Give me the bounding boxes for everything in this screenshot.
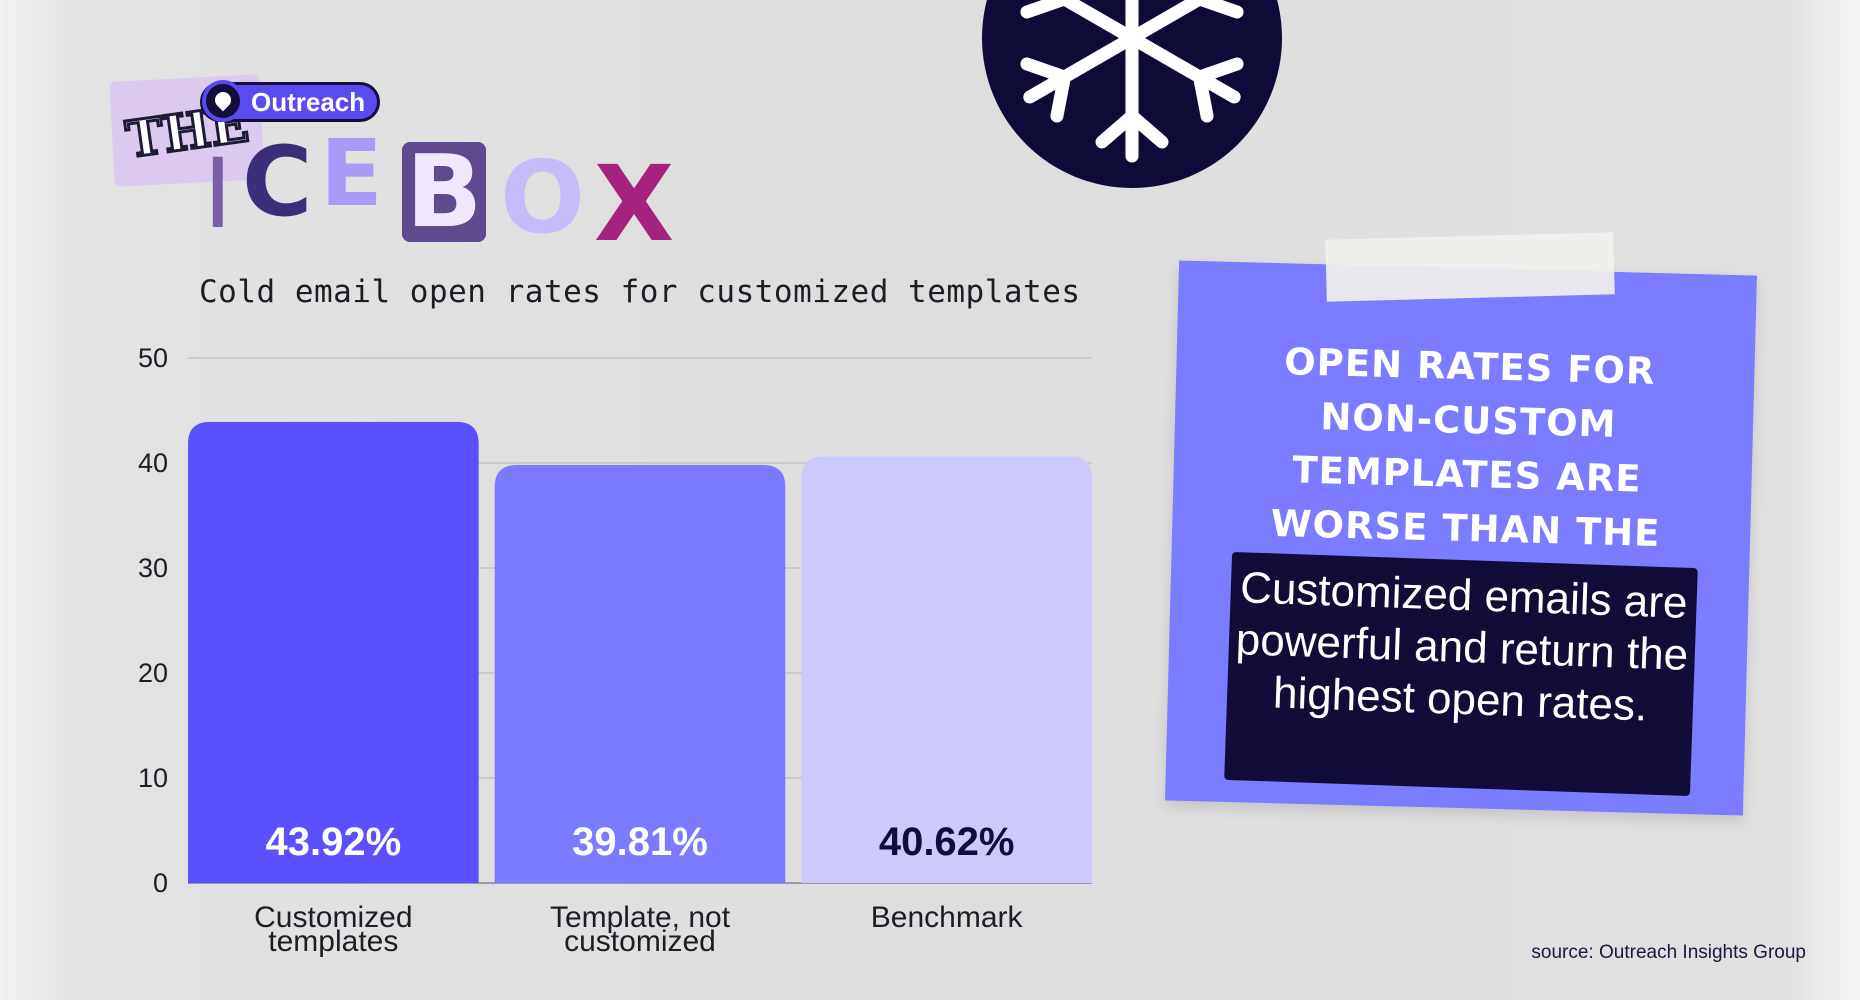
snowflake-badge <box>982 0 1282 188</box>
y-tick-label: 20 <box>138 658 168 688</box>
bar-value-label: 40.62% <box>879 820 1015 864</box>
note-tape <box>1325 232 1615 302</box>
y-tick-label: 30 <box>138 553 168 583</box>
outreach-logo-icon <box>202 80 244 122</box>
y-tick-label: 10 <box>138 763 168 793</box>
bar <box>494 464 786 883</box>
ice-box-logo: THE Outreach I C E B O X <box>108 72 688 256</box>
note-body: Customized emails are powerful and retur… <box>1235 563 1689 731</box>
logo-letter-o: O <box>500 139 586 256</box>
logo-letter-b: B <box>402 142 487 242</box>
logo-letter-i: I <box>208 138 228 250</box>
x-category-label: Template, not <box>550 901 731 934</box>
y-tick-label: 40 <box>138 448 168 478</box>
logo-letter-c: C <box>242 126 313 238</box>
x-category-label: Customized <box>254 901 412 934</box>
logo-letter-x: X <box>594 143 675 265</box>
y-tick-label: 0 <box>153 868 168 898</box>
bar-value-label: 43.92% <box>265 820 401 864</box>
bar <box>188 421 479 883</box>
x-category-label: customized <box>564 925 716 958</box>
y-tick-label: 50 <box>138 343 168 373</box>
chart-title: Cold email open rates for customized tem… <box>199 274 1081 310</box>
bar-value-label: 39.81% <box>572 820 708 864</box>
source-credit: source: Outreach Insights Group <box>1531 942 1806 963</box>
x-category-label: Benchmark <box>871 901 1024 934</box>
snowflake-icon <box>982 0 1282 188</box>
x-category-label: templates <box>268 925 398 958</box>
logo-letter-e: E <box>320 120 383 227</box>
chart-bars <box>188 421 1092 883</box>
bar <box>801 456 1092 883</box>
